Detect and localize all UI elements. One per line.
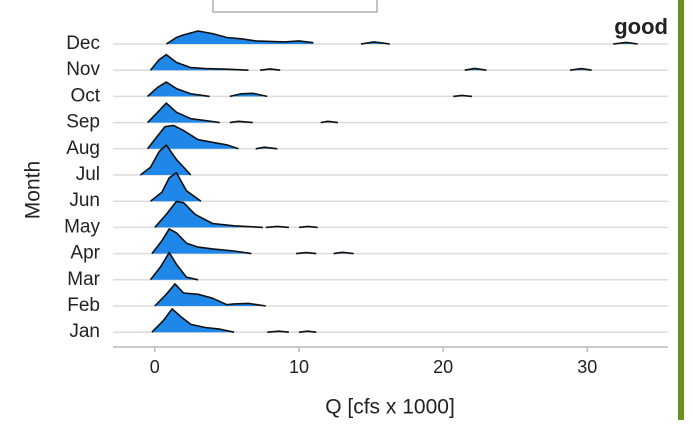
- top-box: [212, 0, 378, 13]
- ridge-area: [150, 252, 199, 280]
- annotation: good: [614, 14, 668, 39]
- y-tick-label: Mar: [67, 269, 100, 290]
- ridge-line: [147, 102, 339, 124]
- ridge-line: [151, 228, 354, 255]
- x-axis-label: Q [cfs x 1000]: [325, 396, 455, 419]
- x-tick-label: 20: [433, 357, 453, 377]
- ridge-area: [151, 308, 317, 333]
- ridge-area: [150, 172, 201, 202]
- x-tick-label: 0: [150, 357, 160, 377]
- ridge-area: [147, 82, 472, 97]
- y-tick-label: Jul: [76, 164, 100, 185]
- y-tick-label: Feb: [67, 295, 100, 316]
- ridge-line: [165, 30, 638, 45]
- ridge-line: [150, 171, 202, 202]
- y-tick-label: Apr: [70, 243, 100, 264]
- ridge-area: [151, 228, 354, 254]
- ridge-line: [149, 251, 199, 281]
- x-tick-label: 30: [577, 357, 597, 377]
- y-tick-label: Jun: [69, 190, 100, 211]
- ridge-area: [140, 145, 191, 175]
- ridge-line: [154, 283, 266, 307]
- ridge-area: [166, 31, 638, 44]
- ridge-area: [147, 103, 338, 123]
- y-axis-label: Month: [22, 161, 45, 219]
- y-tick-label: Nov: [66, 59, 100, 80]
- ridge-line: [154, 200, 318, 229]
- ridge-area: [154, 283, 266, 306]
- ridge-line: [139, 144, 192, 176]
- x-tick-label: 10: [289, 357, 309, 377]
- ridge-line: [147, 81, 472, 98]
- ridge-area: [154, 201, 318, 228]
- y-tick-label: Aug: [66, 138, 100, 159]
- ridge-area: [150, 54, 592, 71]
- ridge-line: [149, 53, 592, 71]
- status-bar: [678, 0, 684, 420]
- y-tick-label: Sep: [66, 112, 100, 133]
- ridge-line: [146, 124, 278, 150]
- y-tick-label: Jan: [69, 321, 100, 342]
- ridge-area: [147, 125, 278, 149]
- y-tick-label: May: [64, 216, 100, 237]
- y-tick-label: Oct: [70, 85, 100, 106]
- ridge-line: [151, 308, 317, 333]
- y-tick-label: Dec: [66, 33, 100, 54]
